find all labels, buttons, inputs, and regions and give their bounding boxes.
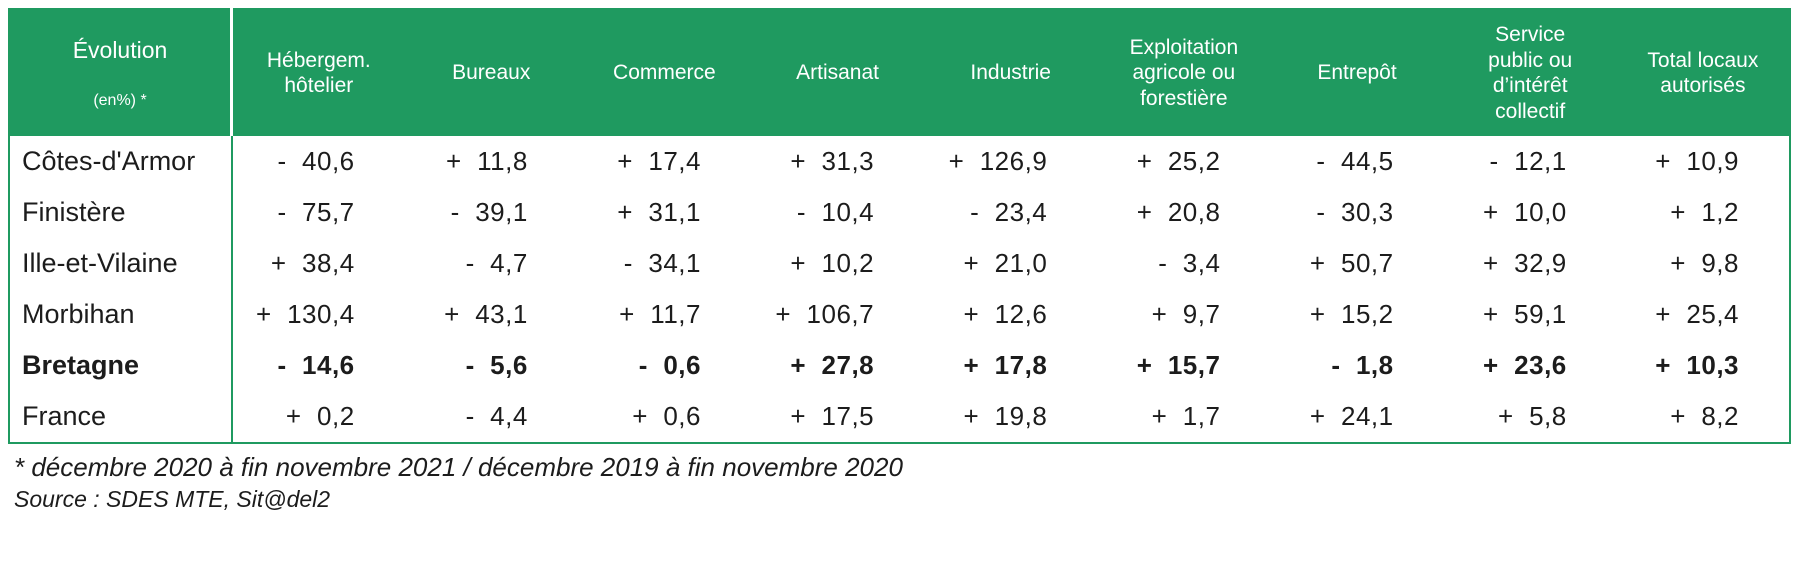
col-header-entrepot: Entrepôt <box>1270 9 1444 137</box>
footnote: * décembre 2020 à fin novembre 2021 / dé… <box>14 452 903 483</box>
col-header-industrie: Industrie <box>924 9 1098 137</box>
value-cell: - 1,8 <box>1270 340 1444 392</box>
value-cell: + 20,8 <box>1097 187 1271 239</box>
value-cell: + 5,8 <box>1443 391 1617 444</box>
value-cell: - 10,4 <box>750 187 925 239</box>
value-cell: + 17,5 <box>750 391 925 444</box>
value-cell: + 0,2 <box>231 391 405 444</box>
value-cell: - 3,4 <box>1097 238 1271 290</box>
value-cell: + 1,7 <box>1097 391 1271 444</box>
col-header-exploitation: Exploitation agricole ou forestière <box>1097 9 1271 137</box>
row-label: Morbihan <box>9 289 233 341</box>
corner-title: Évolution <box>72 36 168 63</box>
value-cell: + 21,0 <box>924 238 1098 290</box>
value-cell: + 130,4 <box>231 289 405 341</box>
value-cell: + 10,0 <box>1443 187 1617 239</box>
value-cell: + 11,7 <box>577 289 751 341</box>
value-cell: - 0,6 <box>577 340 751 392</box>
row-label: France <box>9 391 233 444</box>
value-cell: - 75,7 <box>231 187 405 239</box>
value-cell: - 4,4 <box>404 391 578 444</box>
value-cell: + 12,6 <box>924 289 1098 341</box>
value-cell: - 4,7 <box>404 238 578 290</box>
value-cell: + 8,2 <box>1616 391 1790 444</box>
value-cell: + 43,1 <box>404 289 578 341</box>
value-cell: + 17,4 <box>577 136 751 188</box>
col-header-artisanat: Artisanat <box>750 9 925 137</box>
table-body: Côtes-d'Armor - 40,6 + 11,8 + 17,4 + 31,3 + 1… <box>9 136 1790 444</box>
value-cell: + 31,3 <box>750 136 925 188</box>
value-cell: + 15,7 <box>1097 340 1271 392</box>
corner-header-cell: Évolution (en%) * <box>9 9 233 137</box>
value-cell: - 39,1 <box>404 187 578 239</box>
table-row: Finistère - 75,7- 39,1 + 31,1- 10,4- 23,4 +… <box>9 187 1790 239</box>
table-row: Ille-et-Vilaine + 38,4- 4,7- 34,1 + 10,2 + … <box>9 238 1790 290</box>
value-cell: + 24,1 <box>1270 391 1444 444</box>
value-cell: + 9,8 <box>1616 238 1790 290</box>
value-cell: + 10,3 <box>1616 340 1790 392</box>
value-cell: + 31,1 <box>577 187 751 239</box>
col-header-service-public: Service public ou d’intérêt collectif <box>1443 9 1617 137</box>
value-cell: + 1,2 <box>1616 187 1790 239</box>
value-cell: - 12,1 <box>1443 136 1617 188</box>
col-header-bureaux: Bureaux <box>404 9 578 137</box>
value-cell: + 11,8 <box>404 136 578 188</box>
row-label: Côtes-d'Armor <box>9 136 233 188</box>
table-row: Morbihan + 130,4 + 43,1 + 11,7 + 106,7 + 12,6… <box>9 289 1790 341</box>
value-cell: + 59,1 <box>1443 289 1617 341</box>
table-row: France + 0,2- 4,4 + 0,6 + 17,5 + 19,8 + 1,7 + … <box>9 391 1790 444</box>
evolution-table: Évolution (en%) * Hébergem. hôtelier Bur… <box>8 8 1791 445</box>
value-cell: + 10,9 <box>1616 136 1790 188</box>
table-header: Évolution (en%) * Hébergem. hôtelier Bur… <box>9 9 1790 137</box>
corner-subtitle: (en%) * <box>93 92 147 110</box>
value-cell: + 126,9 <box>924 136 1098 188</box>
row-label: Finistère <box>9 187 233 239</box>
table-row: Bretagne - 14,6- 5,6- 0,6 + 27,8 + 17,8 + 15… <box>9 340 1790 392</box>
row-label: Bretagne <box>9 340 233 392</box>
col-header-hebergement: Hébergem. hôtelier <box>231 9 405 137</box>
page: Évolution (en%) * Hébergem. hôtelier Bur… <box>8 8 1791 513</box>
value-cell: + 27,8 <box>750 340 925 392</box>
value-cell: - 40,6 <box>231 136 405 188</box>
value-cell: - 44,5 <box>1270 136 1444 188</box>
value-cell: + 9,7 <box>1097 289 1271 341</box>
table-row: Côtes-d'Armor - 40,6 + 11,8 + 17,4 + 31,3 + 1… <box>9 136 1790 188</box>
value-cell: + 25,4 <box>1616 289 1790 341</box>
col-header-commerce: Commerce <box>577 9 751 137</box>
value-cell: + 0,6 <box>577 391 751 444</box>
value-cell: + 32,9 <box>1443 238 1617 290</box>
value-cell: + 50,7 <box>1270 238 1444 290</box>
value-cell: - 5,6 <box>404 340 578 392</box>
value-cell: + 19,8 <box>924 391 1098 444</box>
source-note: Source : SDES MTE, Sit@del2 <box>14 486 331 513</box>
value-cell: - 23,4 <box>924 187 1098 239</box>
value-cell: + 106,7 <box>750 289 925 341</box>
col-header-total: Total locaux autorisés <box>1616 9 1790 137</box>
value-cell: + 15,2 <box>1270 289 1444 341</box>
row-label: Ille-et-Vilaine <box>9 238 233 290</box>
value-cell: - 30,3 <box>1270 187 1444 239</box>
value-cell: + 23,6 <box>1443 340 1617 392</box>
value-cell: + 38,4 <box>231 238 405 290</box>
value-cell: - 14,6 <box>231 340 405 392</box>
value-cell: + 17,8 <box>924 340 1098 392</box>
value-cell: - 34,1 <box>577 238 751 290</box>
value-cell: + 25,2 <box>1097 136 1271 188</box>
value-cell: + 10,2 <box>750 238 925 290</box>
